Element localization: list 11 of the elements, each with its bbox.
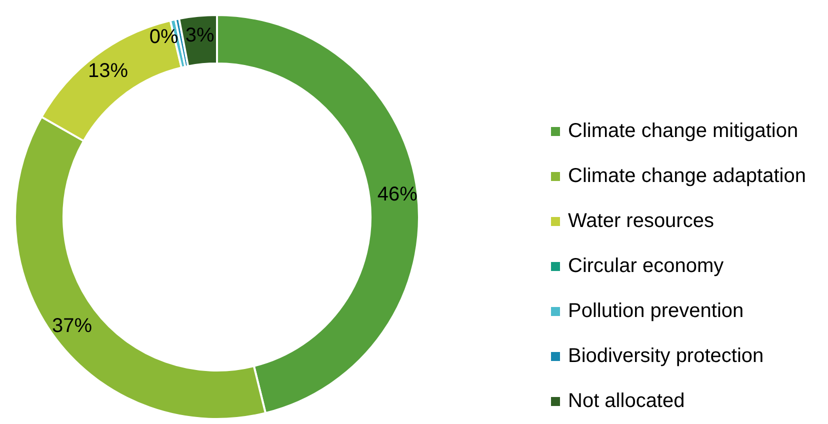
legend-label: Circular economy (568, 255, 724, 278)
data-label: 46% (377, 184, 418, 206)
legend-label: Biodiversity protection (568, 345, 764, 368)
data-label: 37% (52, 315, 92, 338)
legend-label: Water resources (568, 210, 714, 233)
legend-label: Not allocated (568, 390, 685, 413)
data-label: 3% (185, 24, 215, 47)
legend-label: Climate change adaptation (568, 165, 806, 188)
legend-label: Climate change mitigation (568, 120, 798, 143)
legend-label: Pollution prevention (568, 300, 744, 323)
data-label: 13% (88, 60, 128, 82)
